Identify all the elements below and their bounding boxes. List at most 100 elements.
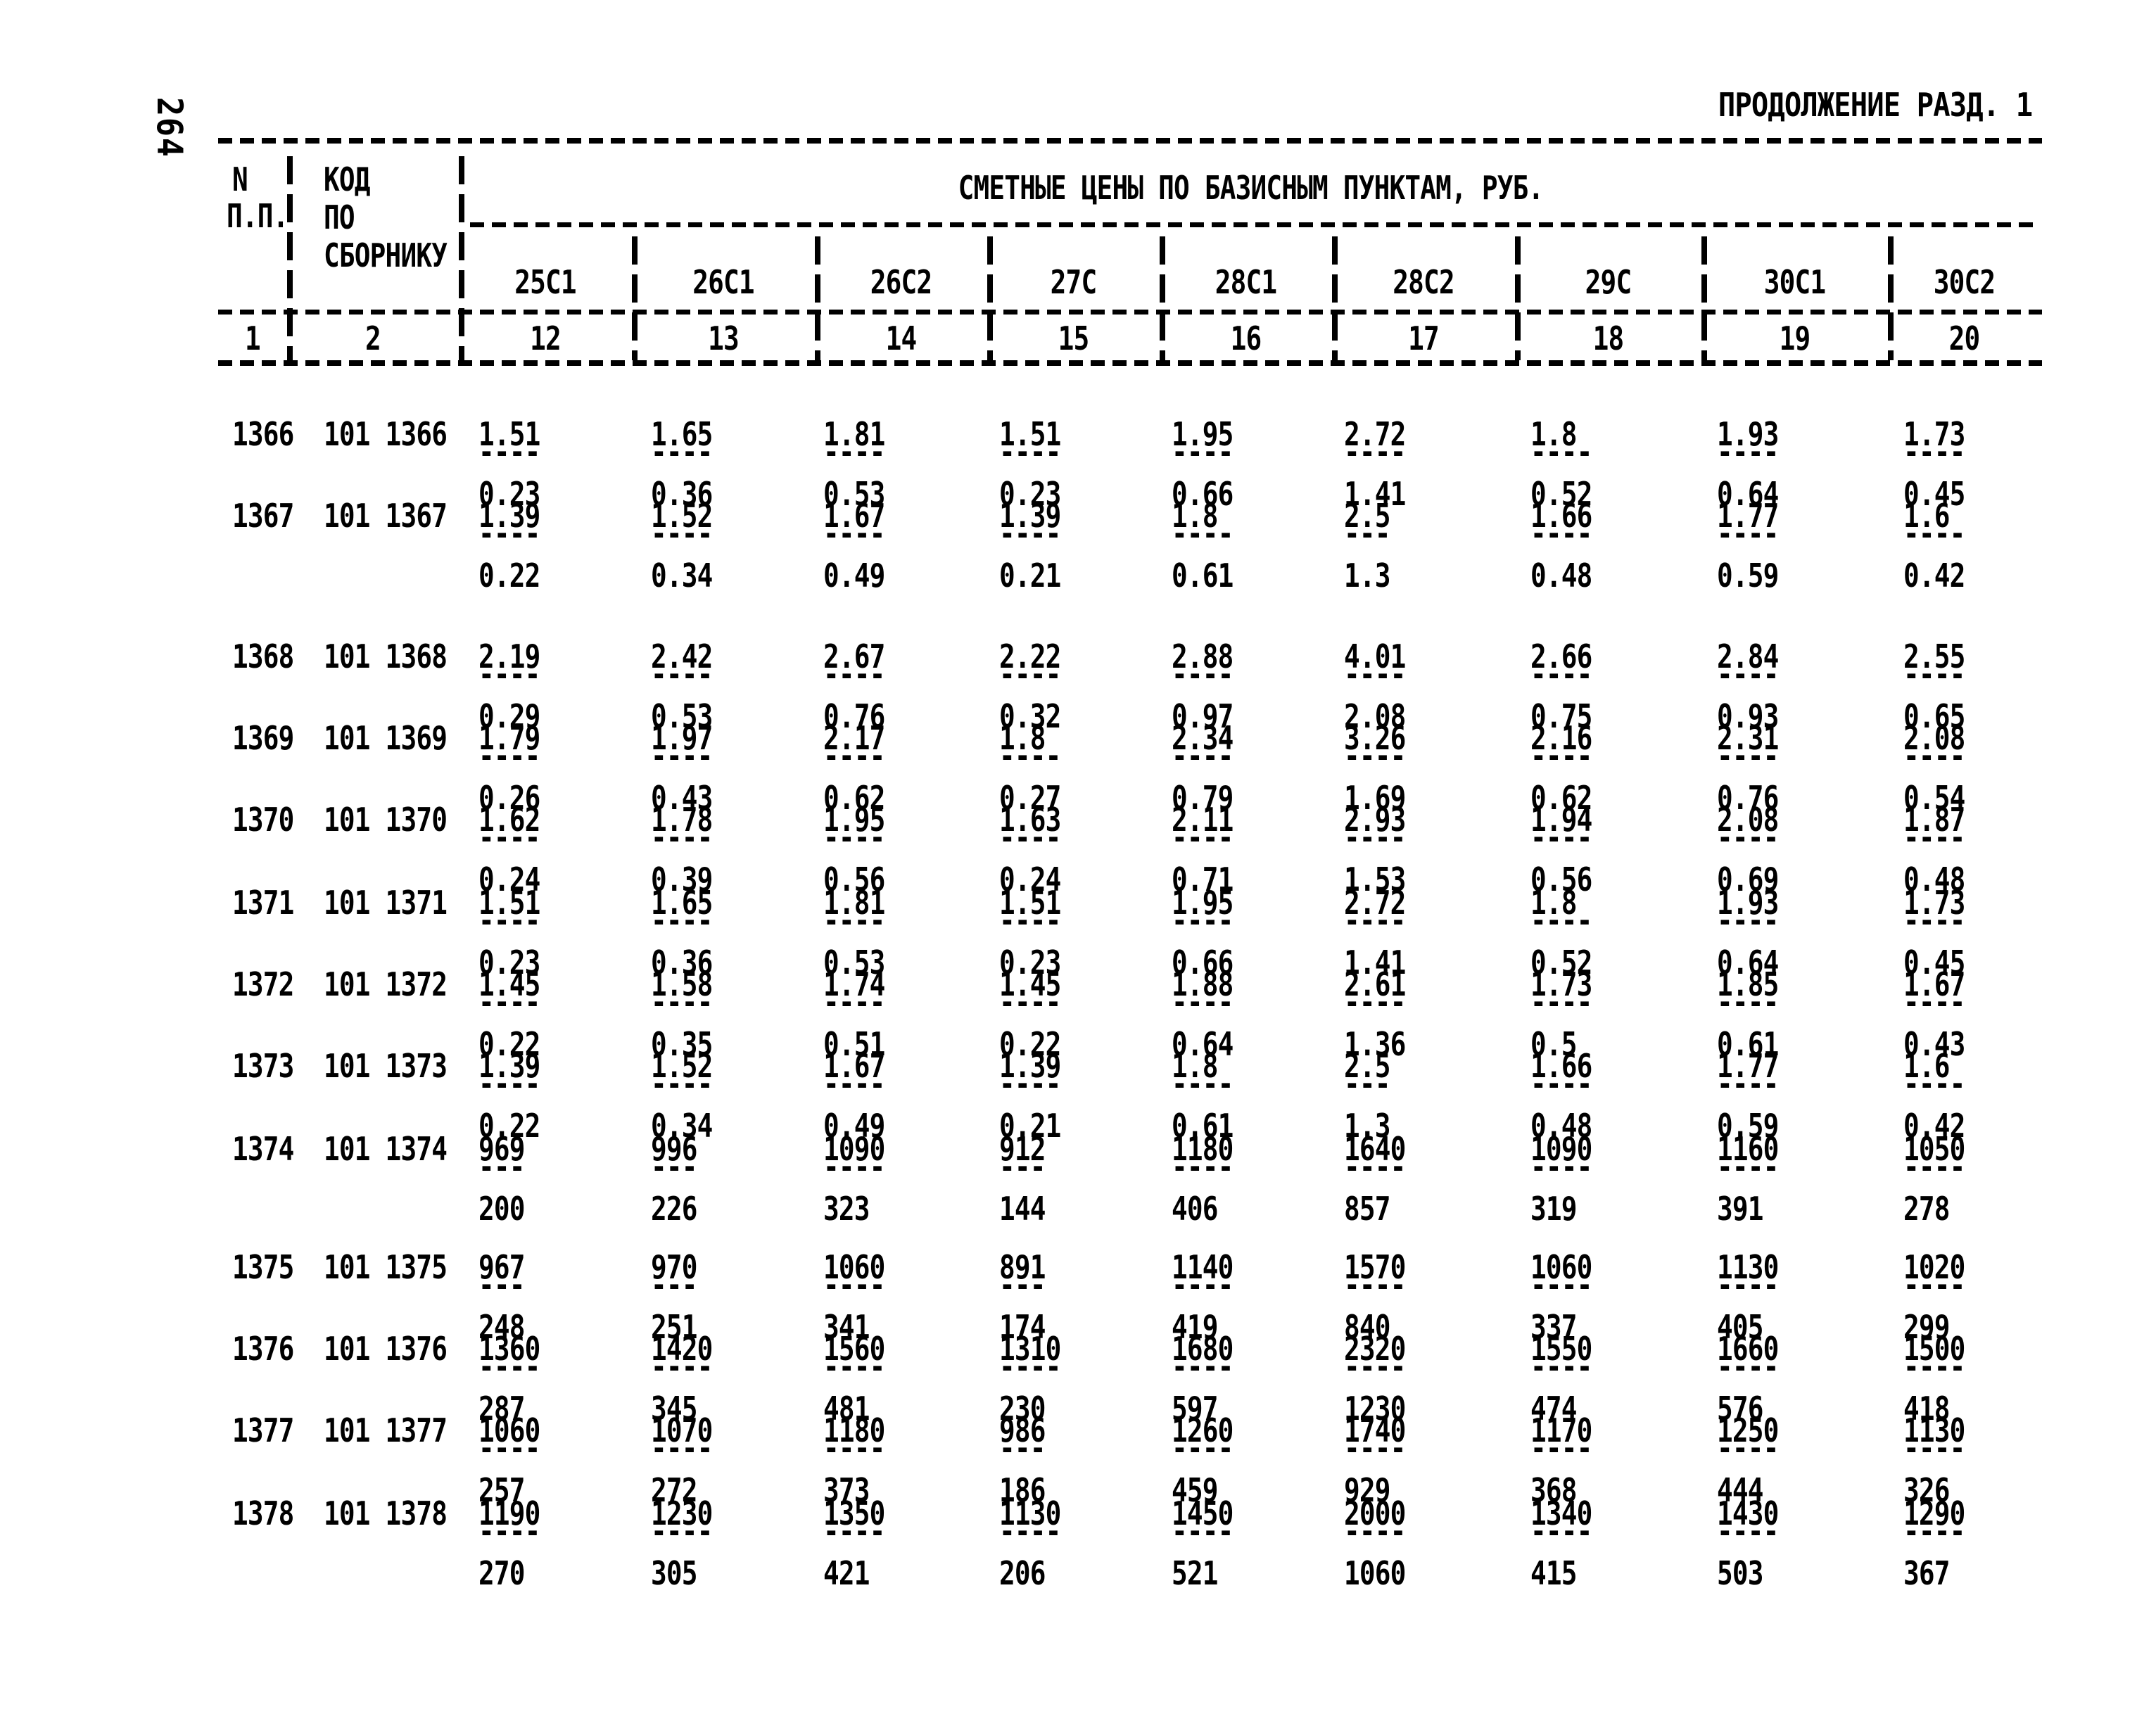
price-top-value: 1.85 bbox=[1717, 965, 1779, 1003]
price-top-value: 1.93 bbox=[1717, 415, 1779, 453]
price-bottom-value: 326 bbox=[1903, 1471, 1950, 1509]
price-bottom-value: 278 bbox=[1903, 1190, 1950, 1228]
fraction-dash: ---- bbox=[823, 1065, 885, 1103]
price-top-value: 1.58 bbox=[651, 965, 713, 1003]
fraction-dash: ---- bbox=[1172, 514, 1234, 552]
fraction-dash: ---- bbox=[1172, 983, 1234, 1021]
price-bottom-value: 248 bbox=[478, 1308, 525, 1346]
price-bottom-value: 0.64 bbox=[1717, 944, 1779, 981]
price-top-value: 1.81 bbox=[823, 884, 885, 922]
price-top-value: 1450 bbox=[1172, 1494, 1234, 1532]
fraction-dash: ---- bbox=[999, 1065, 1061, 1103]
fraction-dash: ---- bbox=[1172, 1065, 1234, 1103]
fraction-dash: ---- bbox=[651, 1347, 713, 1385]
price-top-value: 1430 bbox=[1717, 1494, 1779, 1532]
price-bottom-value: 272 bbox=[651, 1471, 697, 1509]
column-number: 18 bbox=[1592, 319, 1625, 357]
price-bottom-value: 0.76 bbox=[1717, 779, 1779, 817]
price-top-value: 912 bbox=[999, 1130, 1046, 1168]
price-top-value: 1740 bbox=[1344, 1411, 1406, 1449]
price-top-value: 1550 bbox=[1530, 1330, 1592, 1368]
price-bottom-value: 0.75 bbox=[1530, 697, 1592, 735]
row-number: 1366 bbox=[232, 415, 294, 453]
row-code: 101 1376 bbox=[324, 1330, 448, 1368]
fraction-dash: ---- bbox=[1717, 433, 1779, 471]
price-top-value: 1290 bbox=[1903, 1494, 1965, 1532]
price-bottom-value: 0.36 bbox=[651, 475, 713, 513]
price-bottom-value: 0.49 bbox=[823, 557, 885, 595]
price-top-value: 1.66 bbox=[1530, 497, 1592, 535]
fraction-dash: ---- bbox=[823, 433, 885, 471]
fraction-dash: ---- bbox=[999, 1347, 1061, 1385]
price-bottom-value: 0.39 bbox=[651, 860, 713, 898]
row-code: 101 1368 bbox=[324, 637, 448, 675]
price-bottom-value: 0.23 bbox=[999, 475, 1061, 513]
horizontal-rule-top bbox=[218, 138, 2042, 144]
price-bottom-value: 0.52 bbox=[1530, 944, 1592, 981]
fraction-dash: --- bbox=[999, 1148, 1046, 1186]
price-bottom-value: 323 bbox=[823, 1190, 870, 1228]
price-top-value: 2.08 bbox=[1717, 801, 1779, 839]
price-bottom-value: 0.53 bbox=[651, 697, 713, 735]
fraction-dash: ---- bbox=[478, 1512, 540, 1550]
price-top-value: 1170 bbox=[1530, 1411, 1592, 1449]
price-bottom-value: 186 bbox=[999, 1471, 1046, 1509]
price-top-value: 1.65 bbox=[651, 884, 713, 922]
price-top-value: 2.5 bbox=[1344, 1047, 1390, 1085]
column-divider bbox=[1701, 236, 1707, 360]
price-bottom-value: 0.36 bbox=[651, 944, 713, 981]
fraction-dash: ---- bbox=[1344, 1347, 1406, 1385]
horizontal-rule-bottom bbox=[218, 360, 2042, 366]
table-title: СМЕТНЫЕ ЦЕНЫ ПО БАЗИСНЫМ ПУНКТАМ, РУБ. bbox=[958, 169, 1545, 207]
fraction-dash: ---- bbox=[1717, 655, 1779, 693]
price-bottom-value: 0.79 bbox=[1172, 779, 1234, 817]
price-top-value: 970 bbox=[651, 1248, 697, 1286]
fraction-dash: ---- bbox=[1717, 818, 1779, 856]
fraction-dash: ---- bbox=[478, 1429, 540, 1467]
price-bottom-value: 0.53 bbox=[823, 944, 885, 981]
fraction-dash: ---- bbox=[1903, 655, 1965, 693]
price-top-value: 2.67 bbox=[823, 637, 885, 675]
fraction-dash: ---- bbox=[1903, 1266, 1965, 1304]
price-top-value: 1050 bbox=[1903, 1130, 1965, 1168]
price-top-value: 1060 bbox=[478, 1411, 540, 1449]
price-top-value: 986 bbox=[999, 1411, 1046, 1449]
price-top-value: 1.52 bbox=[651, 1047, 713, 1085]
fraction-dash: ---- bbox=[823, 983, 885, 1021]
price-column-label: 29С bbox=[1585, 263, 1632, 301]
price-bottom-value: 0.71 bbox=[1172, 860, 1234, 898]
fraction-dash: ---- bbox=[1717, 514, 1779, 552]
price-bottom-value: 0.48 bbox=[1530, 557, 1592, 595]
price-top-value: 1.66 bbox=[1530, 1047, 1592, 1085]
fraction-dash: ---- bbox=[1172, 901, 1234, 939]
fraction-dash: ---- bbox=[478, 1347, 540, 1385]
price-top-value: 1420 bbox=[651, 1330, 713, 1368]
fraction-dash: ---- bbox=[1903, 983, 1965, 1021]
fraction-dash: ---- bbox=[1172, 737, 1234, 775]
price-column-label: 26С2 bbox=[870, 263, 932, 301]
price-top-value: 2.34 bbox=[1172, 719, 1234, 757]
fraction-dash: ---- bbox=[999, 737, 1061, 775]
price-bottom-value: 0.66 bbox=[1172, 944, 1234, 981]
fraction-dash: ---- bbox=[1717, 1065, 1779, 1103]
price-bottom-value: 0.45 bbox=[1903, 475, 1965, 513]
price-bottom-value: 0.24 bbox=[478, 860, 540, 898]
fraction-dash: ---- bbox=[999, 655, 1061, 693]
fraction-dash: --- bbox=[651, 1266, 697, 1304]
price-bottom-value: 481 bbox=[823, 1390, 870, 1428]
price-top-value: 1.95 bbox=[1172, 884, 1234, 922]
price-top-value: 1350 bbox=[823, 1494, 885, 1532]
price-bottom-value: 0.42 bbox=[1903, 1107, 1965, 1145]
fraction-dash: ---- bbox=[1344, 737, 1406, 775]
price-bottom-value: 0.62 bbox=[1530, 779, 1592, 817]
price-bottom-value: 174 bbox=[999, 1308, 1046, 1346]
price-top-value: 1.67 bbox=[823, 1047, 885, 1085]
price-bottom-value: 597 bbox=[1172, 1390, 1218, 1428]
price-bottom-value: 1230 bbox=[1344, 1390, 1406, 1428]
fraction-dash: ---- bbox=[1903, 818, 1965, 856]
price-top-value: 1180 bbox=[1172, 1130, 1234, 1168]
price-bottom-value: 0.34 bbox=[651, 1107, 713, 1145]
fraction-dash: ---- bbox=[999, 983, 1061, 1021]
price-bottom-value: 1060 bbox=[1344, 1554, 1406, 1592]
